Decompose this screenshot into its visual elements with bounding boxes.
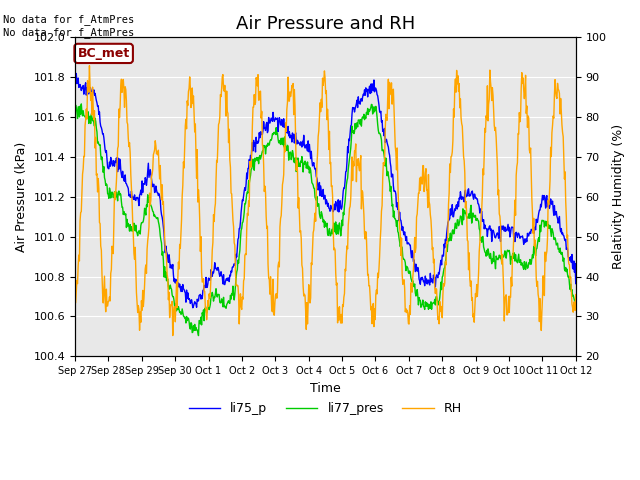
li77_pres	[195, 333, 202, 338]
li75_p	[189, 305, 196, 311]
li75_p	[71, 77, 79, 83]
Text: BC_met: BC_met	[77, 47, 130, 60]
RH	[364, 254, 371, 260]
Title: Air Pressure and RH: Air Pressure and RH	[236, 15, 415, 33]
li75_p	[72, 71, 80, 76]
RH	[452, 89, 460, 95]
RH	[376, 237, 384, 243]
RH	[572, 292, 580, 298]
li75_p	[376, 110, 384, 116]
li75_p	[504, 224, 511, 230]
li75_p	[452, 203, 460, 208]
li75_p	[102, 148, 110, 154]
li77_pres	[77, 101, 85, 107]
X-axis label: Time: Time	[310, 382, 340, 395]
RH	[504, 312, 511, 318]
RH	[71, 283, 79, 289]
Line: li77_pres: li77_pres	[75, 104, 576, 336]
Y-axis label: Relativity Humidity (%): Relativity Humidity (%)	[612, 124, 625, 269]
RH	[392, 144, 399, 149]
li77_pres	[376, 131, 384, 137]
li75_p	[572, 281, 580, 287]
RH	[169, 333, 177, 338]
li77_pres	[392, 216, 399, 222]
Y-axis label: Air Pressure (kPa): Air Pressure (kPa)	[15, 142, 28, 252]
li77_pres	[102, 181, 110, 187]
Text: No data for f_AtmPres
No data for f_AtmPres: No data for f_AtmPres No data for f_AtmP…	[3, 14, 134, 38]
li77_pres	[364, 111, 371, 117]
li77_pres	[504, 247, 511, 253]
Line: RH: RH	[75, 66, 576, 336]
li75_p	[392, 189, 399, 194]
li77_pres	[572, 296, 580, 302]
Legend: li75_p, li77_pres, RH: li75_p, li77_pres, RH	[184, 397, 467, 420]
li75_p	[364, 86, 371, 92]
li77_pres	[71, 105, 79, 111]
RH	[86, 63, 93, 69]
RH	[102, 286, 110, 292]
Line: li75_p: li75_p	[75, 73, 576, 308]
li77_pres	[452, 225, 460, 231]
